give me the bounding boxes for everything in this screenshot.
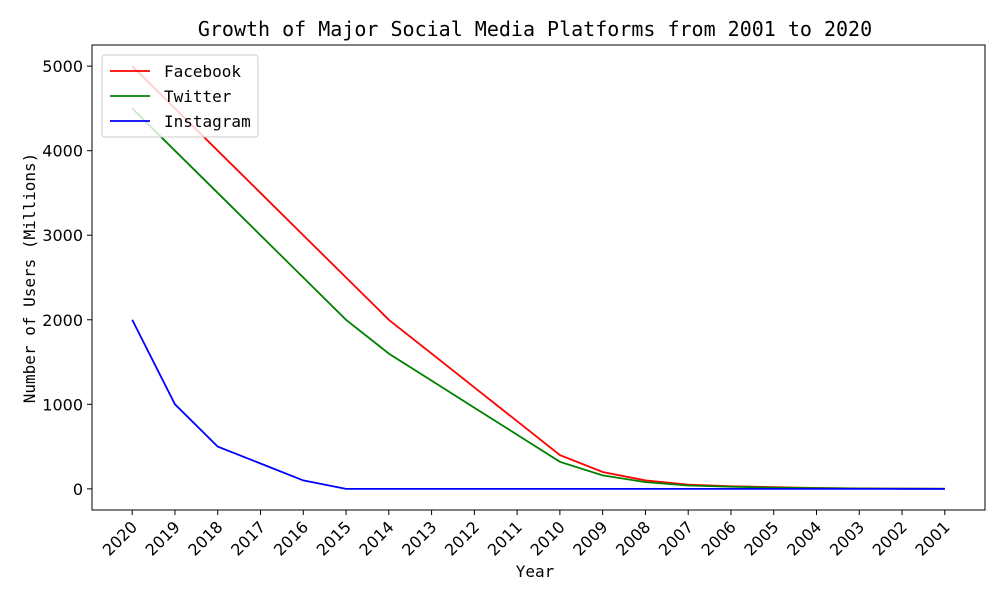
x-tick-label: 2018 <box>184 517 226 559</box>
x-tick-label: 2001 <box>911 517 953 559</box>
legend-label-instagram: Instagram <box>164 112 251 131</box>
y-tick-label: 3000 <box>42 226 83 245</box>
series-line-instagram <box>131 319 945 490</box>
x-tick-label: 2011 <box>484 517 526 559</box>
x-tick-label: 2004 <box>783 517 825 559</box>
y-tick-label: 4000 <box>42 142 83 161</box>
x-axis-label: Year <box>516 562 555 581</box>
x-tick-label: 2010 <box>526 517 568 559</box>
x-tick-label: 2007 <box>655 517 697 559</box>
x-tick-label: 2002 <box>869 517 911 559</box>
x-tick-label: 2013 <box>398 517 440 559</box>
series-lines <box>131 65 945 490</box>
y-tick-label: 5000 <box>42 57 83 76</box>
x-tick-label: 2016 <box>270 517 312 559</box>
x-tick-label: 2012 <box>441 517 483 559</box>
y-tick-label: 0 <box>73 480 83 499</box>
y-tick-label: 1000 <box>42 395 83 414</box>
chart-title: Growth of Major Social Media Platforms f… <box>198 17 872 41</box>
x-tick-label: 2009 <box>569 517 611 559</box>
y-axis: 0 1000 2000 3000 4000 5000 <box>42 57 92 499</box>
x-tick-label: 2014 <box>355 517 397 559</box>
legend-box <box>101 54 259 138</box>
y-tick-label: 2000 <box>42 311 83 330</box>
y-axis-label: Number of Users (Millions) <box>20 153 39 403</box>
legend: Facebook Twitter Instagram <box>101 54 259 138</box>
x-tick-label: 2006 <box>698 517 740 559</box>
legend-label-twitter: Twitter <box>164 87 232 106</box>
x-axis: 2020 2019 2018 2017 2016 2015 2014 2013 2012 2011… <box>99 510 954 560</box>
x-tick-label: 2005 <box>740 517 782 559</box>
x-tick-label: 2015 <box>313 517 355 559</box>
x-tick-label: 2003 <box>826 517 868 559</box>
x-tick-label: 2008 <box>612 517 654 559</box>
x-tick-label: 2017 <box>227 517 269 559</box>
x-tick-label: 2019 <box>142 517 184 559</box>
x-tick-label: 2020 <box>99 517 141 559</box>
legend-label-facebook: Facebook <box>164 62 241 81</box>
